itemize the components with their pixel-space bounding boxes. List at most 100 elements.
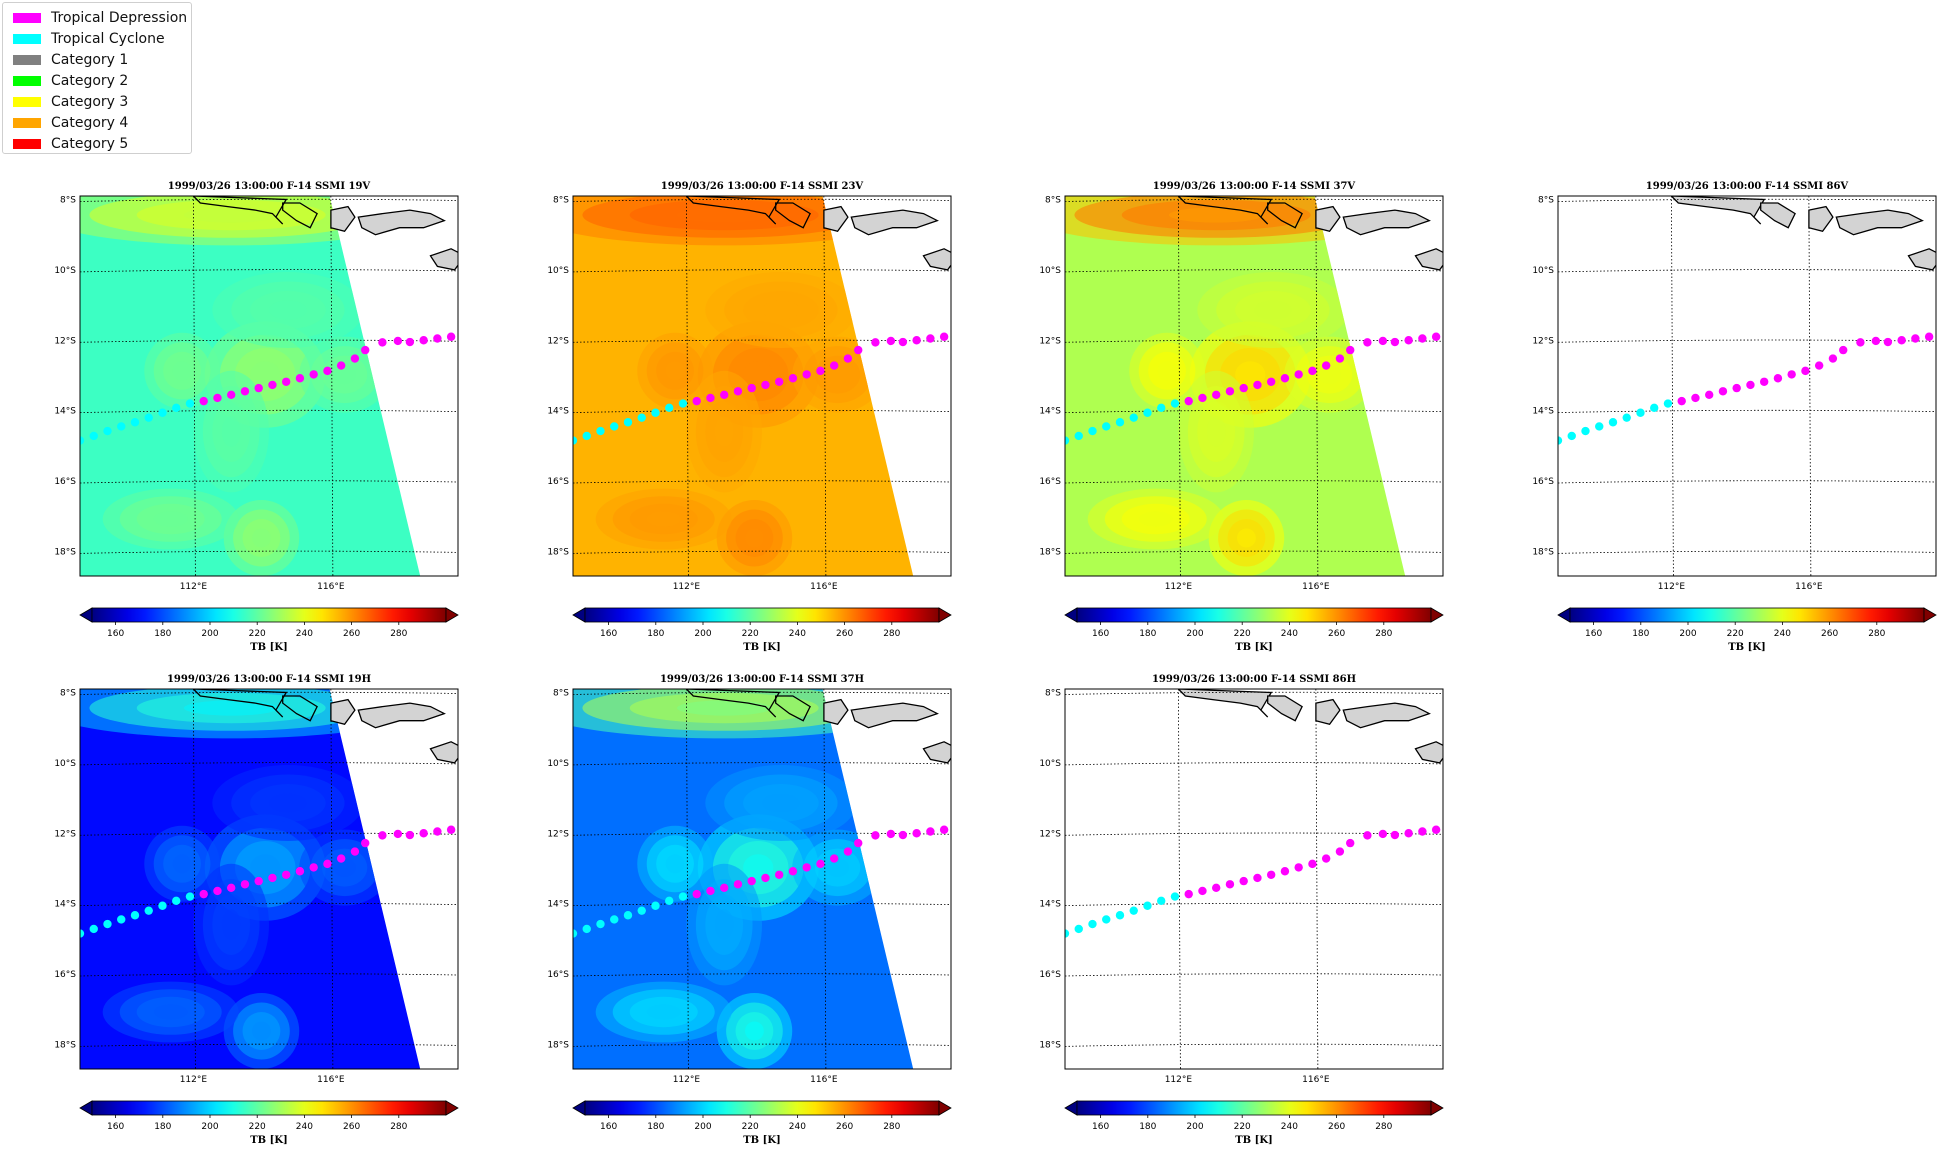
track-point bbox=[309, 863, 318, 872]
coastline bbox=[282, 202, 318, 229]
track-point bbox=[1198, 886, 1207, 896]
lat-gridline bbox=[80, 198, 458, 202]
lat-tick-label: 10°S bbox=[1039, 266, 1061, 276]
lat-gridline bbox=[1558, 269, 1936, 273]
colorbar-tick-label: 200 bbox=[694, 1122, 711, 1132]
lat-tick-label: 10°S bbox=[547, 759, 569, 769]
track-point bbox=[898, 337, 908, 347]
lat-gridline bbox=[1065, 480, 1443, 484]
track-point bbox=[1280, 867, 1290, 876]
lat-gridline bbox=[573, 1043, 951, 1047]
track-point bbox=[596, 426, 605, 436]
colorbar-gradient bbox=[1076, 1100, 1432, 1116]
track-point bbox=[1363, 831, 1372, 840]
tb-blob bbox=[1206, 416, 1226, 447]
tb-blob bbox=[714, 416, 734, 447]
colorbar-label: TB [K] bbox=[250, 642, 288, 653]
colorbar-tick-label: 260 bbox=[1328, 629, 1345, 639]
lon-gridline bbox=[1315, 689, 1319, 1069]
colorbar-tick-label: 200 bbox=[694, 629, 711, 639]
track-point bbox=[185, 399, 195, 408]
track-point bbox=[419, 829, 428, 838]
lat-tick-label: 18°S bbox=[1039, 1040, 1061, 1050]
lat-gridline bbox=[80, 339, 458, 343]
tb-blob bbox=[333, 858, 356, 878]
track-point bbox=[1558, 436, 1563, 445]
track-point bbox=[623, 911, 633, 920]
colorbar-tick-label: 200 bbox=[201, 1122, 218, 1132]
lat-gridline bbox=[573, 832, 951, 836]
track-point bbox=[665, 403, 674, 413]
legend-label: Category 5 bbox=[51, 136, 129, 152]
lat-tick-label: 16°S bbox=[547, 477, 569, 487]
track-point bbox=[939, 332, 949, 341]
lat-tick-label: 8°S bbox=[1045, 689, 1061, 699]
track-point bbox=[1253, 873, 1262, 883]
track-point bbox=[1897, 336, 1906, 345]
colorbar-max-arrow bbox=[445, 1100, 459, 1116]
panel-title: 1999/03/26 13:00:00 F-14 SSMI 86V bbox=[1646, 181, 1849, 192]
legend-swatch bbox=[13, 55, 41, 65]
colorbar-tick-label: 220 bbox=[742, 629, 759, 639]
lat-gridline bbox=[1065, 973, 1443, 977]
track-point bbox=[1212, 883, 1221, 892]
track-point bbox=[1787, 370, 1796, 379]
track-point bbox=[802, 863, 811, 872]
tb-blob bbox=[676, 207, 772, 223]
track-point bbox=[378, 831, 387, 840]
track-point bbox=[596, 919, 605, 929]
coastline bbox=[775, 202, 811, 229]
colorbar-min-arrow bbox=[1064, 1100, 1078, 1116]
track-point bbox=[651, 408, 660, 417]
colorbar-max-arrow bbox=[1430, 1100, 1444, 1116]
lon-gridline bbox=[686, 196, 689, 576]
lat-gridline bbox=[80, 832, 458, 836]
tb-blob bbox=[221, 909, 241, 940]
coastline bbox=[922, 248, 951, 271]
colorbar-label: TB [K] bbox=[250, 1135, 288, 1146]
track-point bbox=[80, 929, 85, 938]
colorbar-tick-label: 200 bbox=[201, 629, 218, 639]
track-point bbox=[144, 413, 153, 422]
track-point bbox=[1102, 422, 1111, 431]
track-point bbox=[854, 838, 863, 848]
track-point bbox=[281, 377, 291, 386]
colorbar-tick-label: 160 bbox=[1092, 1122, 1109, 1132]
colorbar-gradient bbox=[91, 607, 447, 623]
track-point bbox=[582, 924, 591, 934]
track-point bbox=[1418, 827, 1427, 836]
tb-blob bbox=[1157, 361, 1177, 381]
lon-tick-label: 112°E bbox=[180, 582, 208, 592]
colorbar-tick-label: 240 bbox=[1281, 629, 1298, 639]
track-point bbox=[446, 825, 456, 834]
track-point bbox=[926, 334, 935, 343]
track-point bbox=[720, 390, 729, 399]
track-point bbox=[1335, 847, 1345, 856]
track-point bbox=[939, 825, 949, 834]
track-point bbox=[1911, 334, 1920, 343]
map-panel-37h: 1999/03/26 13:00:00 F-14 SSMI 37H 8°S 10°S… bbox=[547, 674, 952, 1146]
track-point bbox=[1239, 876, 1248, 886]
track-point bbox=[637, 906, 646, 915]
track-point bbox=[706, 886, 715, 896]
lat-gridline bbox=[1558, 339, 1936, 343]
track-point bbox=[185, 892, 195, 901]
coastline bbox=[850, 209, 939, 236]
track-point bbox=[854, 345, 863, 355]
track-point bbox=[1157, 896, 1166, 906]
lat-tick-label: 10°S bbox=[54, 266, 76, 276]
coastline bbox=[282, 695, 318, 722]
colorbar-tick-label: 280 bbox=[1375, 1122, 1392, 1132]
colorbar-tick-label: 160 bbox=[600, 1122, 617, 1132]
coastline bbox=[1907, 248, 1936, 271]
tb-blob bbox=[183, 700, 279, 716]
lon-tick-label: 116°E bbox=[1302, 582, 1330, 592]
legend-item: Category 1 bbox=[13, 51, 128, 69]
colorbar-min-arrow bbox=[572, 607, 586, 623]
lat-tick-label: 16°S bbox=[54, 970, 76, 980]
track-point bbox=[199, 889, 208, 899]
lon-tick-label: 112°E bbox=[673, 1075, 701, 1085]
lon-tick-label: 112°E bbox=[180, 1075, 208, 1085]
tb-blob bbox=[251, 528, 271, 548]
track-point bbox=[706, 393, 715, 403]
